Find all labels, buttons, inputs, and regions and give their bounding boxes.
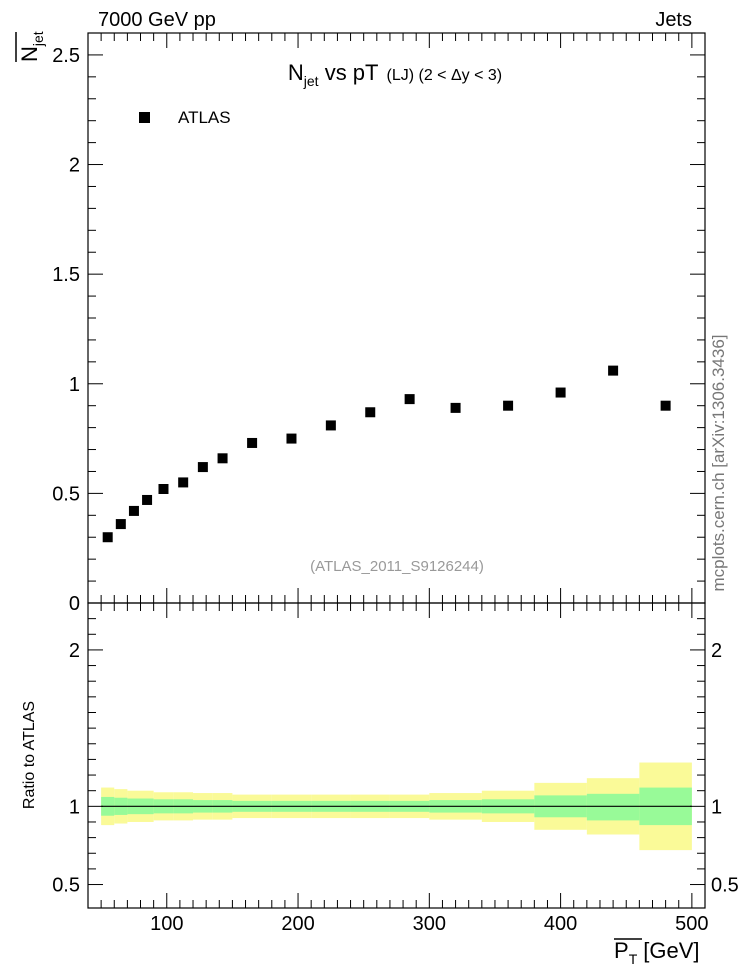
- y-axis-label-sub: jet: [30, 31, 46, 47]
- ratio-y-tick-label: 1: [69, 796, 80, 818]
- ratio-y-tick-label-right: 2: [711, 640, 722, 662]
- data-point: [450, 402, 461, 413]
- ratio-y-tick-label-right: 1: [711, 796, 722, 818]
- ratio-plot-panel: Ratio to ATLAS 0.5 0.5 1 1 2 2 100 200 300 400 50…: [21, 602, 739, 967]
- data-point: [197, 462, 208, 473]
- x-axis-label-unit: [GeV]: [643, 938, 699, 963]
- data-point: [404, 394, 415, 405]
- y-axis-label-main: N: [17, 46, 42, 62]
- data-point: [102, 532, 113, 543]
- y-tick-label: 2: [69, 155, 80, 177]
- category-label: Jets: [655, 9, 692, 31]
- y-axis-label: Njet: [15, 31, 46, 62]
- data-point: [178, 477, 189, 488]
- analysis-watermark: (ATLAS_2011_S9126244): [310, 558, 484, 575]
- plot-title-main: N: [288, 60, 304, 85]
- x-tick-label: 400: [544, 913, 577, 935]
- x-tick-label: 100: [150, 913, 183, 935]
- data-point: [142, 494, 153, 505]
- plot-title-sub: jet: [303, 73, 319, 89]
- x-tick-label: 200: [281, 913, 314, 935]
- energy-label: 7000 GeV pp: [98, 9, 216, 31]
- legend-label: ATLAS: [178, 108, 231, 127]
- main-plot-panel: Njet Njet vs pT (LJ) (2 < Δy < 3) ATLAS (…: [15, 31, 706, 615]
- side-label: mcplots.cern.ch [arXiv:1306.3436]: [709, 334, 728, 591]
- ratio-y-tick-label: 0.5: [52, 875, 80, 897]
- y-tick-label: 1.5: [52, 264, 80, 286]
- ratio-inner-band: [586, 793, 640, 821]
- data-point: [158, 484, 169, 494]
- y-tick-label: 1: [69, 374, 80, 396]
- data-point: [503, 400, 514, 411]
- x-axis-label-main: P: [614, 938, 629, 963]
- plot-title-small: (LJ) (2 < Δy < 3): [386, 67, 502, 84]
- data-point: [365, 407, 376, 418]
- y-tick-label: 0.5: [52, 483, 80, 505]
- x-tick-label: 300: [413, 913, 446, 935]
- svg-text:Njet: Njet: [17, 31, 46, 62]
- data-point: [128, 505, 139, 516]
- ratio-plot-frame: [87, 602, 706, 909]
- data-point: [555, 387, 566, 398]
- svg-text:PT[GeV]: PT [GeV]: [614, 938, 700, 967]
- x-axis-label: PT [GeV]: [614, 938, 700, 967]
- data-point: [325, 420, 336, 431]
- legend-marker: [139, 112, 150, 123]
- ratio-y-tick-label: 2: [69, 640, 80, 662]
- x-tick-label: 500: [675, 913, 708, 935]
- legend: ATLAS: [139, 108, 231, 127]
- ratio-y-axis-label: Ratio to ATLAS: [21, 701, 38, 809]
- plot-title: Njet vs pT (LJ) (2 < Δy < 3): [288, 60, 502, 89]
- data-point: [286, 433, 297, 444]
- y-tick-label: 0: [69, 593, 80, 615]
- x-axis-label-sub: T: [629, 951, 638, 967]
- data-point: [217, 453, 228, 464]
- data-point: [608, 365, 619, 376]
- data-point: [660, 400, 671, 411]
- y-tick-label: 2.5: [52, 45, 80, 67]
- data-point: [115, 519, 126, 530]
- data-point: [247, 437, 258, 448]
- ratio-y-tick-label-right: 0.5: [711, 875, 739, 897]
- plot-title-rest: vs pT: [319, 60, 379, 85]
